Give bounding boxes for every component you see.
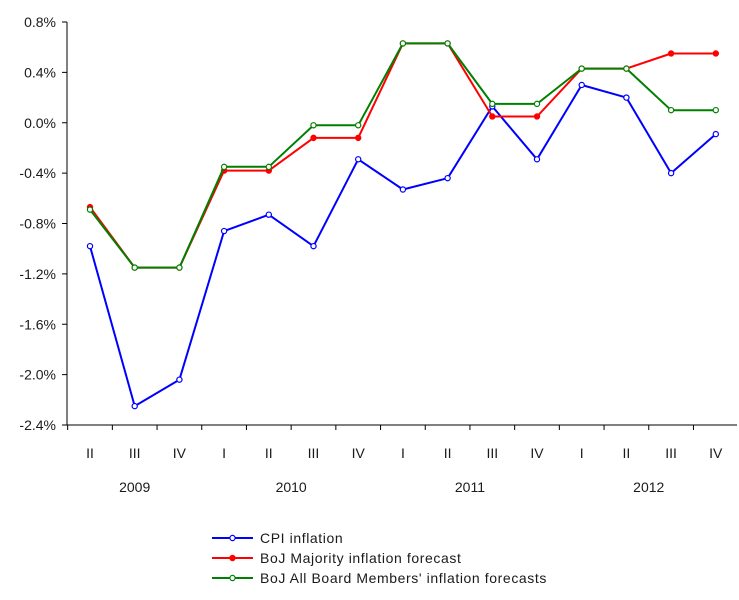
data-point: [131, 264, 138, 271]
series-3: [86, 40, 720, 271]
y-tick-label: -2.0%: [19, 367, 56, 383]
data-point: [712, 50, 720, 57]
year-label: 2012: [633, 479, 664, 495]
year-label: 2011: [455, 479, 485, 495]
data-point: [355, 156, 362, 163]
data-point: [533, 156, 541, 163]
data-point: [578, 81, 585, 89]
x-tick-label: I: [222, 445, 226, 461]
legend-label: BoJ Majority inflation forecast: [260, 550, 461, 566]
y-tick-label: -1.2%: [19, 266, 56, 282]
series-1: [86, 81, 720, 410]
series-layer: [86, 40, 720, 410]
data-point: [310, 242, 317, 250]
y-tick-label: 0.8%: [24, 14, 56, 30]
y-tick-label: 0.0%: [24, 115, 56, 131]
legend: CPI inflation BoJ Majority inflation fore…: [212, 530, 547, 586]
series-line: [89, 42, 716, 269]
legend-label: BoJ All Board Members' inflation forecas…: [260, 570, 547, 586]
data-point: [220, 227, 228, 235]
y-tick-label: 0.4%: [24, 64, 56, 80]
data-point: [444, 174, 451, 182]
legend-label: CPI inflation: [260, 530, 343, 546]
data-point: [712, 130, 720, 138]
x-tick-label: I: [401, 445, 405, 461]
y-tick-label: -0.4%: [19, 165, 56, 181]
data-point: [265, 211, 272, 218]
axes: 0.8% 0.4% 0.0% -0.4% -0.8% -1.2% -1.6% -2.0% -2.…: [19, 14, 737, 495]
legend-entry: BoJ Majority inflation forecast: [212, 550, 461, 566]
data-point: [623, 65, 630, 72]
data-point: [444, 40, 451, 47]
series-2: [86, 40, 720, 271]
data-point: [667, 169, 675, 177]
x-tick-label: II: [623, 445, 631, 461]
y-tick-label: -1.6%: [19, 316, 56, 332]
y-tick-label: -2.4%: [19, 417, 56, 433]
data-point: [86, 242, 94, 250]
data-point: [489, 113, 496, 120]
legend-swatch-marker: [229, 574, 236, 582]
series-line: [89, 84, 717, 408]
x-tick-label: III: [308, 445, 320, 461]
data-point: [355, 134, 362, 142]
data-point: [176, 376, 183, 383]
data-point: [131, 402, 138, 410]
series-line: [89, 42, 716, 269]
data-point: [712, 106, 720, 114]
x-tick-label: III: [129, 445, 141, 461]
data-point: [533, 100, 541, 108]
legend-entry: BoJ All Board Members' inflation forecas…: [212, 570, 547, 586]
data-point: [667, 50, 675, 57]
x-tick-label: II: [86, 445, 94, 461]
x-tick-label: I: [580, 445, 584, 461]
x-tick-label: IV: [173, 445, 187, 461]
data-point: [355, 122, 362, 129]
data-point: [667, 106, 675, 114]
data-point: [310, 134, 317, 142]
data-point: [86, 206, 94, 213]
x-tick-label: IV: [352, 445, 366, 461]
data-point: [489, 100, 496, 108]
year-label: 2010: [276, 479, 307, 495]
legend-entry: CPI inflation: [212, 530, 343, 546]
x-tick-label: II: [444, 445, 452, 461]
data-point: [623, 94, 630, 101]
data-point: [399, 186, 407, 193]
data-point: [310, 122, 317, 129]
x-tick-label: III: [486, 445, 498, 461]
data-point: [578, 65, 585, 72]
legend-swatch-marker: [229, 554, 236, 562]
y-tick-label: -0.8%: [19, 216, 56, 232]
legend-swatch-marker: [229, 534, 236, 542]
x-tick-label: III: [665, 445, 677, 461]
x-tick-label: II: [265, 445, 273, 461]
data-point: [533, 113, 541, 120]
data-point: [220, 163, 228, 171]
data-point: [265, 163, 272, 171]
data-point: [399, 40, 407, 47]
x-tick-label: IV: [530, 445, 544, 461]
x-tick-label: IV: [709, 445, 723, 461]
data-point: [176, 264, 183, 271]
year-label: 2009: [119, 479, 150, 495]
